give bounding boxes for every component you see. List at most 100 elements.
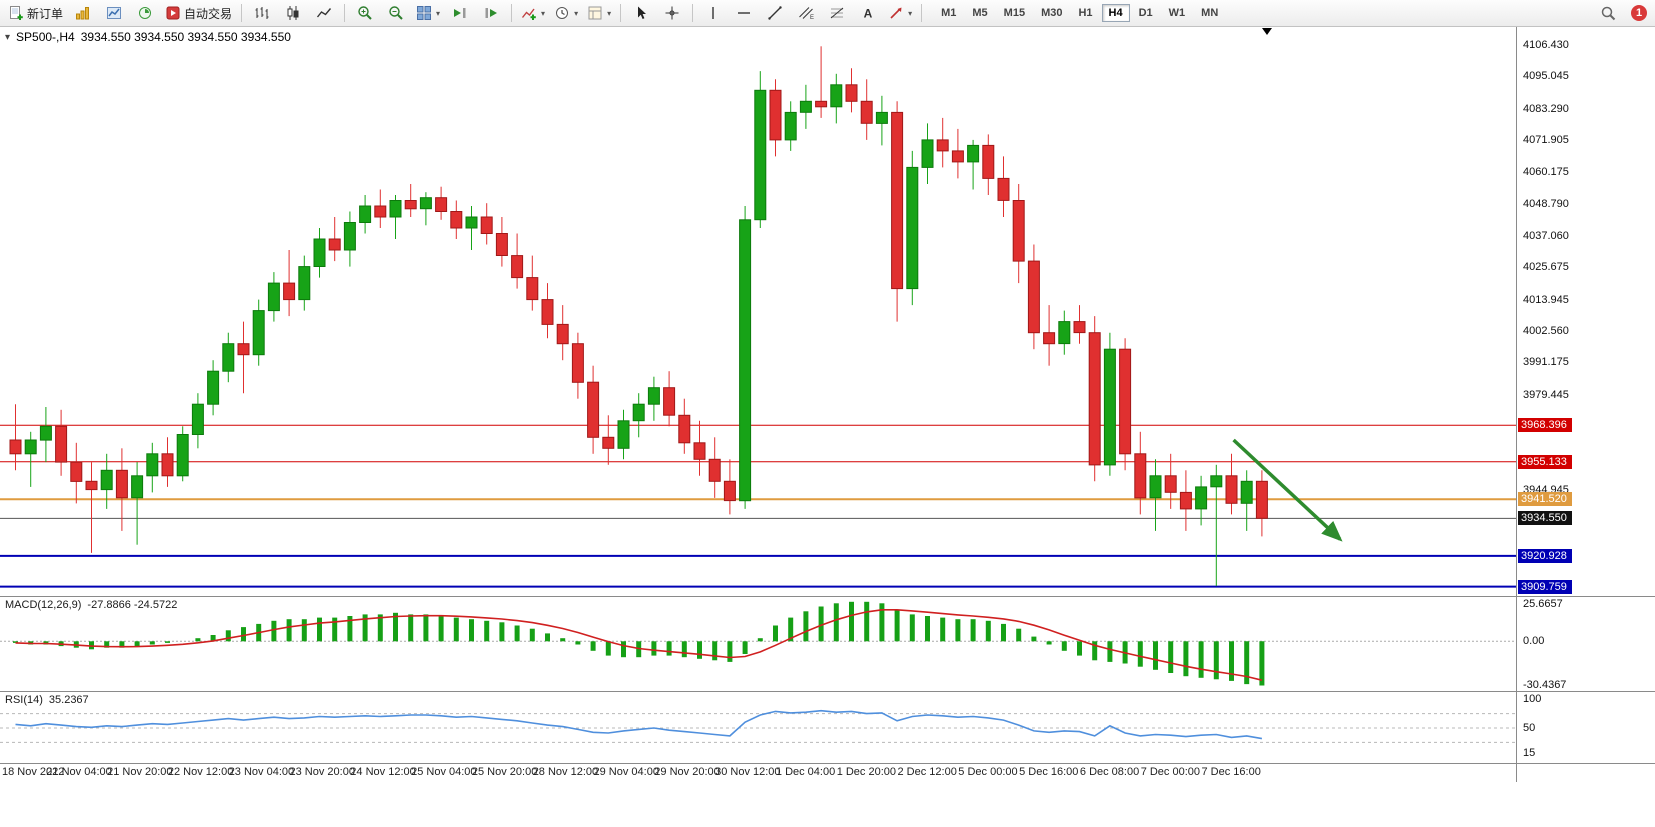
dropdown-caret-icon: ▾ bbox=[541, 8, 546, 18]
candlestick-plot[interactable]: ▾ SP500-,H4 3934.550 3934.550 3934.550 3… bbox=[0, 27, 1517, 596]
timeframe-d1-button[interactable]: D1 bbox=[1138, 7, 1153, 19]
price-axis-label: 4071.905 bbox=[1523, 134, 1569, 147]
macd-plot[interactable]: MACD(12,26,9) -27.8866 -24.5722 bbox=[0, 597, 1517, 691]
timeframe-mn-button[interactable]: MN bbox=[1201, 7, 1219, 19]
price-axis[interactable]: 4106.430 4095.045 4083.290 4071.905 4060.175… bbox=[1517, 27, 1655, 596]
candle-body bbox=[222, 343, 235, 372]
tile-windows-button[interactable]: ▾ bbox=[412, 1, 444, 25]
profiles-button[interactable] bbox=[99, 1, 129, 25]
chart-candles-button[interactable] bbox=[278, 1, 308, 25]
bar-chart-icon bbox=[76, 7, 90, 20]
auto-scroll-button[interactable] bbox=[445, 1, 475, 25]
macd-axis: 25.6657 0.00 -30.4367 bbox=[1517, 597, 1655, 691]
candle-body bbox=[951, 150, 964, 163]
timeframe-w1-button[interactable]: W1 bbox=[1168, 7, 1186, 19]
candle-body bbox=[55, 425, 68, 463]
price-axis-label: 3979.445 bbox=[1523, 388, 1569, 401]
candle-body bbox=[70, 461, 83, 482]
vertical-line-button[interactable] bbox=[698, 1, 728, 25]
candle-body bbox=[1210, 475, 1223, 488]
templates-button[interactable]: ▾ bbox=[583, 1, 615, 25]
candle-body bbox=[1012, 200, 1025, 262]
price-axis-label: 4106.430 bbox=[1523, 39, 1569, 52]
timeframe-h1-button[interactable]: H1 bbox=[1078, 7, 1093, 19]
candle-body bbox=[678, 414, 691, 444]
rsi-panel: RSI(14) 35.2367 100 50 15 bbox=[0, 692, 1655, 764]
chart-line-button[interactable] bbox=[309, 1, 339, 25]
chart-bars-button[interactable] bbox=[247, 1, 277, 25]
candle-body bbox=[1103, 348, 1116, 466]
rsi-line bbox=[15, 709, 1263, 740]
candle-body bbox=[374, 205, 387, 218]
candle-body bbox=[1240, 480, 1253, 504]
trendline-button[interactable] bbox=[760, 1, 790, 25]
macd-axis-label: -30.4367 bbox=[1523, 679, 1567, 691]
price-axis-label: 4002.560 bbox=[1523, 325, 1569, 338]
price-axis-label: 3991.175 bbox=[1523, 356, 1569, 369]
rsi-axis-label: 100 bbox=[1523, 693, 1542, 705]
new-order-button[interactable]: 新订单 bbox=[4, 1, 67, 25]
candle-body bbox=[419, 197, 432, 210]
timeframe-m1-button[interactable]: M1 bbox=[941, 7, 957, 19]
vertical-line-icon bbox=[712, 7, 714, 19]
candle-body bbox=[9, 439, 22, 455]
timeframe-m15-button[interactable]: M15 bbox=[1003, 7, 1026, 19]
channel-button[interactable]: E bbox=[791, 1, 821, 25]
bottom-filler bbox=[0, 782, 1655, 827]
chart-shift-marker[interactable] bbox=[1262, 28, 1272, 35]
periods-button[interactable]: ▾ bbox=[550, 1, 582, 25]
indicators-button[interactable]: ▾ bbox=[517, 1, 549, 25]
level-price-badge: 3909.759 bbox=[1518, 579, 1572, 594]
candle-body bbox=[100, 469, 113, 491]
notification-badge[interactable]: 1 bbox=[1631, 5, 1647, 21]
market-watch-button[interactable] bbox=[130, 1, 160, 25]
candle-body bbox=[191, 403, 204, 436]
timeframe-m30-button[interactable]: M30 bbox=[1041, 7, 1063, 19]
chart-title: ▾ SP500-,H4 3934.550 3934.550 3934.550 3… bbox=[5, 30, 291, 44]
arrows-button[interactable]: ▾ bbox=[884, 1, 916, 25]
toolbar-separator bbox=[241, 4, 243, 22]
candle-body bbox=[207, 370, 220, 405]
cursor-button[interactable] bbox=[626, 1, 656, 25]
candle-body bbox=[693, 442, 706, 460]
search-button[interactable] bbox=[1593, 1, 1623, 25]
time-axis-label: 5 Dec 00:00 bbox=[958, 766, 1018, 778]
candle-body bbox=[465, 216, 478, 229]
cursor-icon bbox=[638, 6, 647, 19]
new-order-label: 新订单 bbox=[27, 6, 64, 21]
candle-body bbox=[511, 255, 524, 279]
candle-body bbox=[161, 453, 174, 477]
one-click-trading-toggle[interactable]: ▾ bbox=[5, 31, 11, 43]
crosshair-button[interactable] bbox=[657, 1, 687, 25]
fibonacci-button[interactable] bbox=[822, 1, 852, 25]
candle-body bbox=[1179, 491, 1192, 510]
candle-body bbox=[571, 343, 584, 383]
candle-body bbox=[617, 420, 630, 449]
zoom-out-button[interactable] bbox=[381, 1, 411, 25]
rsi-plot[interactable]: RSI(14) 35.2367 bbox=[0, 692, 1517, 763]
text-button[interactable]: A bbox=[853, 1, 883, 25]
time-axis-label: 23 Nov 04:00 bbox=[228, 766, 295, 778]
candlestick-icon bbox=[287, 6, 299, 20]
chart-shift-button[interactable] bbox=[476, 1, 506, 25]
time-axis-corner bbox=[1517, 764, 1655, 782]
candle-body bbox=[647, 387, 660, 405]
level-price-badge: 3968.396 bbox=[1518, 418, 1572, 433]
candle-body bbox=[1149, 475, 1162, 499]
horizontal-line-button[interactable] bbox=[729, 1, 759, 25]
time-axis[interactable]: 18 Nov 2022 21 Nov 04:00 21 Nov 20:00 22 No… bbox=[0, 764, 1517, 782]
price-axis-label: 4025.675 bbox=[1523, 261, 1569, 274]
rsi-value: 35.2367 bbox=[48, 694, 89, 706]
macd-axis-label: 0.00 bbox=[1523, 635, 1545, 648]
timeframe-h4-button[interactable]: H4 bbox=[1101, 4, 1130, 22]
autotrading-button[interactable]: 自动交易 bbox=[161, 1, 236, 25]
candle-body bbox=[267, 282, 280, 312]
timeframe-m5-button[interactable]: M5 bbox=[972, 7, 988, 19]
new-chart-button[interactable] bbox=[68, 1, 98, 25]
zoom-in-button[interactable] bbox=[350, 1, 380, 25]
timeframe-toolbar: M1 M5 M15 M30 H1 H4 D1 W1 MN bbox=[933, 4, 1226, 22]
chart-ohlc-values: 3934.550 3934.550 3934.550 3934.550 bbox=[80, 30, 291, 44]
main-chart-svg bbox=[0, 46, 1516, 588]
candle-body bbox=[1255, 480, 1268, 519]
time-axis-label: 28 Nov 12:00 bbox=[532, 766, 599, 778]
